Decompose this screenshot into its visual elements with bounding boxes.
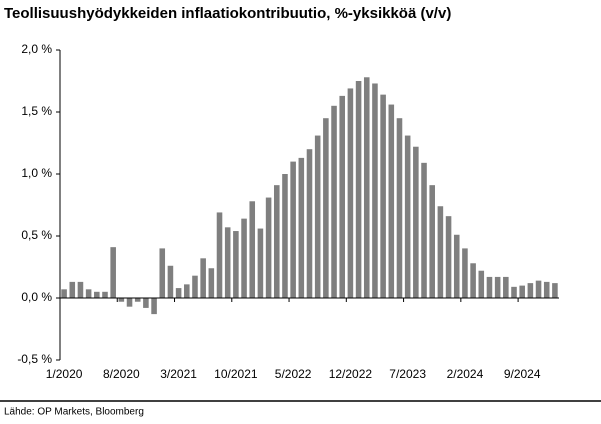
y-tick-label: 1,5 % bbox=[21, 104, 52, 118]
bar bbox=[94, 291, 100, 298]
bar bbox=[151, 298, 157, 315]
bar bbox=[200, 258, 206, 298]
x-tick-label: 12/2022 bbox=[329, 367, 373, 381]
bar bbox=[331, 105, 337, 298]
bar bbox=[175, 288, 182, 298]
bar bbox=[388, 104, 395, 298]
y-tick-label: 0,5 % bbox=[21, 228, 52, 242]
bar bbox=[192, 275, 198, 298]
bar bbox=[273, 185, 280, 298]
bar bbox=[241, 218, 247, 298]
bar bbox=[134, 298, 141, 302]
bar bbox=[552, 283, 558, 298]
bar bbox=[224, 227, 231, 298]
bar bbox=[77, 281, 84, 298]
bar bbox=[478, 270, 485, 298]
x-tick-label: 2/2024 bbox=[447, 367, 484, 381]
bar bbox=[184, 284, 190, 298]
bar bbox=[208, 268, 215, 298]
bar bbox=[421, 162, 427, 298]
bar bbox=[527, 283, 534, 298]
bar bbox=[372, 83, 378, 298]
bar bbox=[314, 135, 321, 298]
bar bbox=[233, 231, 239, 298]
bar bbox=[413, 146, 419, 298]
bar bbox=[404, 135, 411, 298]
bar bbox=[380, 94, 386, 298]
x-tick-label: 10/2021 bbox=[214, 367, 258, 381]
bar bbox=[429, 185, 435, 298]
bar bbox=[323, 118, 329, 298]
bar bbox=[396, 118, 403, 298]
bar bbox=[85, 289, 92, 298]
bar bbox=[126, 298, 133, 307]
x-tick-label: 5/2022 bbox=[275, 367, 312, 381]
bar bbox=[167, 265, 174, 298]
bar bbox=[519, 285, 525, 298]
bar bbox=[494, 276, 501, 298]
bar bbox=[486, 276, 493, 298]
y-tick-label: 2,0 % bbox=[21, 42, 52, 56]
bar bbox=[306, 149, 313, 298]
x-tick-label: 1/2020 bbox=[46, 367, 83, 381]
bar bbox=[102, 291, 108, 298]
x-tick-label: 9/2024 bbox=[504, 367, 541, 381]
bar bbox=[298, 157, 305, 298]
bar bbox=[282, 174, 288, 298]
y-tick-label: 1,0 % bbox=[21, 166, 52, 180]
bar bbox=[69, 281, 76, 298]
x-tick-label: 3/2021 bbox=[160, 367, 197, 381]
bar bbox=[437, 206, 444, 298]
bar bbox=[543, 281, 550, 298]
bar bbox=[339, 95, 346, 298]
bar bbox=[535, 280, 542, 298]
bar bbox=[159, 248, 166, 298]
y-tick-label: -0,5 % bbox=[17, 352, 52, 366]
bar bbox=[462, 248, 468, 298]
bar bbox=[216, 212, 223, 298]
bar bbox=[355, 81, 362, 298]
bar bbox=[347, 88, 354, 298]
bar bbox=[290, 161, 296, 298]
bar bbox=[118, 298, 125, 302]
bar bbox=[445, 216, 452, 298]
bar bbox=[249, 201, 256, 298]
source-note: Lähde: OP Markets, Bloomberg bbox=[4, 407, 144, 418]
x-tick-label: 7/2023 bbox=[389, 367, 426, 381]
x-tick-label: 8/2020 bbox=[103, 367, 140, 381]
bar bbox=[453, 234, 460, 298]
bar bbox=[110, 247, 116, 298]
bar bbox=[511, 286, 517, 298]
bar bbox=[61, 289, 67, 298]
bar bbox=[470, 263, 476, 298]
bar bbox=[503, 276, 509, 298]
bar bbox=[363, 77, 370, 298]
y-tick-label: 0,0 % bbox=[21, 290, 52, 304]
bar bbox=[257, 228, 264, 298]
chart-title: Teollisuushyödykkeiden inflaatiokontribu… bbox=[4, 5, 451, 22]
bar bbox=[265, 197, 272, 298]
bar bbox=[143, 298, 149, 308]
